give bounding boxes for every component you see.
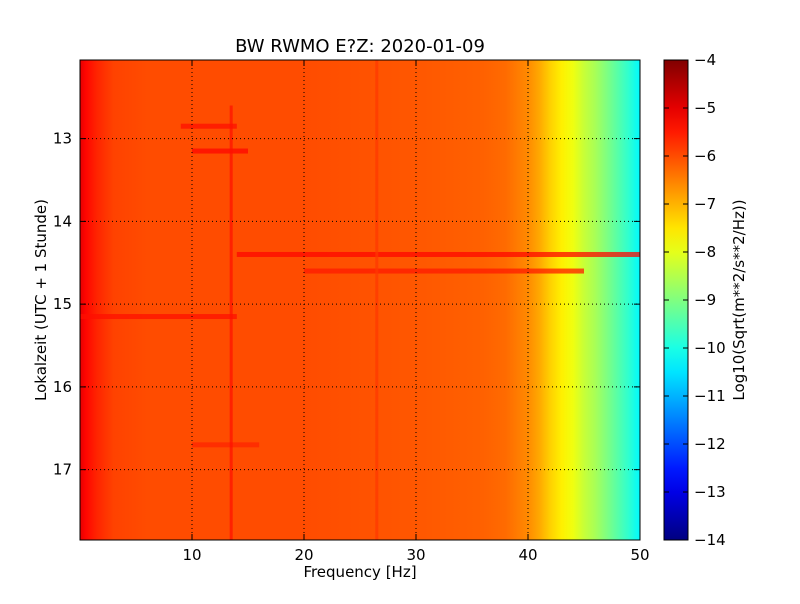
grid-lines (80, 60, 640, 540)
y-tick-label: 14 (53, 212, 72, 230)
colorbar-tick-label: −8 (694, 243, 716, 261)
plot-frame (79, 59, 641, 541)
x-axis-label: Frequency [Hz] (303, 563, 416, 581)
horizontal-band (80, 314, 237, 320)
colorbar-tick-label: −11 (694, 387, 726, 405)
colorbar-tick-label: −9 (694, 291, 716, 309)
heatmap-area (80, 60, 641, 540)
colorbar-label: Log10(Sqrt(m**2/s**2/Hz)) (730, 199, 748, 400)
colorbar-tick-label: −13 (694, 483, 726, 501)
x-tick-label: 20 (294, 546, 313, 564)
x-axis-ticks: 10 20 30 40 50 (182, 60, 650, 564)
colorbar-tick-label: −12 (694, 435, 726, 453)
y-tick-label: 16 (53, 378, 72, 396)
x-tick-label: 30 (406, 546, 425, 564)
x-tick-label: 10 (182, 546, 201, 564)
spectrum-background (80, 60, 640, 540)
x-tick-label: 50 (630, 546, 649, 564)
horizontal-band (192, 148, 248, 154)
colorbar-tick-label: −10 (694, 339, 726, 357)
chart-title: BW RWMO E?Z: 2020-01-09 (235, 36, 485, 57)
horizontal-band (304, 268, 584, 274)
horizontal-band (236, 251, 641, 257)
y-axis-ticks: 13 14 15 16 17 (53, 130, 640, 479)
vertical-line (375, 60, 379, 540)
colorbar-tick-label: −4 (694, 51, 716, 69)
y-axis-label: Lokalzeit (UTC + 1 Stunde) (32, 199, 50, 401)
horizontal-band (192, 442, 260, 448)
y-tick-label: 17 (53, 461, 72, 479)
colorbar-tick-label: −14 (694, 531, 726, 549)
vertical-line (229, 105, 233, 540)
colorbar-tick-label: −7 (694, 195, 716, 213)
colorbar-tick-label: −5 (694, 99, 716, 117)
colorbar-ticks: −4 −5 −6 −7 −8 −9 −10 −11 −12 −13 −14 (664, 51, 726, 549)
y-tick-label: 15 (53, 295, 72, 313)
horizontal-band (180, 123, 237, 129)
x-tick-label: 40 (518, 546, 537, 564)
colorbar-tick-label: −6 (694, 147, 716, 165)
y-tick-label: 13 (53, 130, 72, 148)
